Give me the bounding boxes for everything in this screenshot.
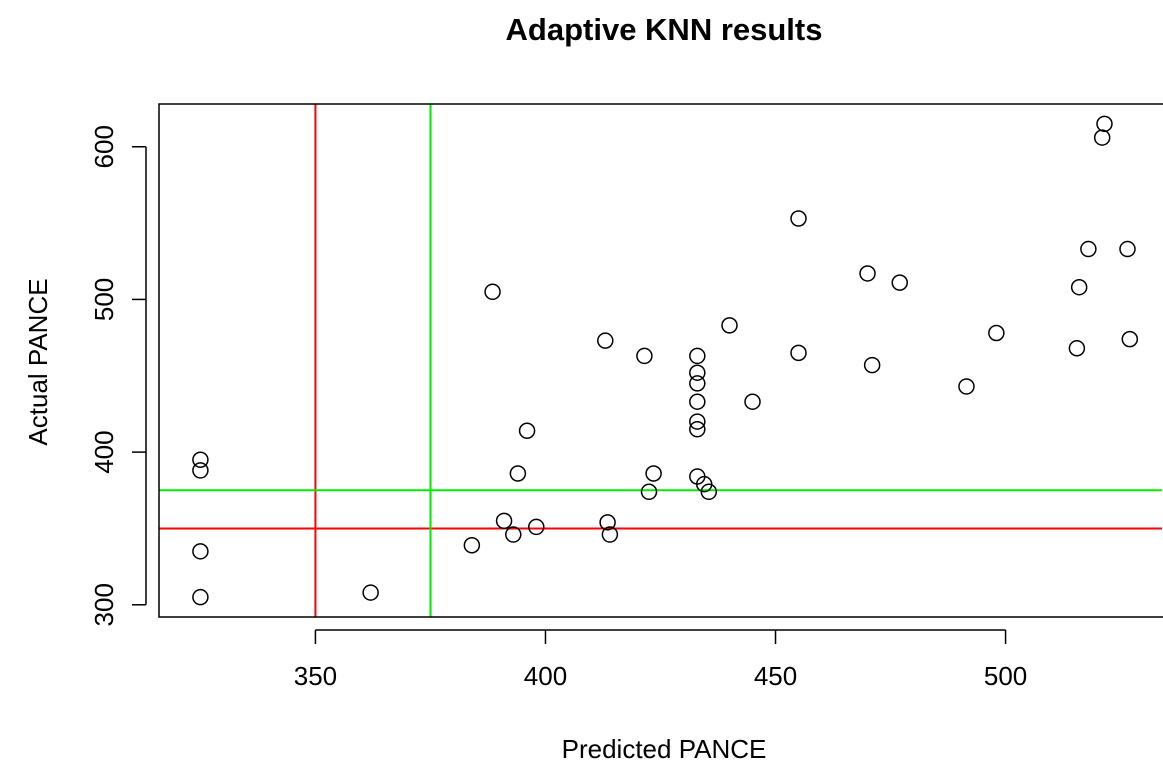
data-point — [1120, 242, 1135, 257]
data-point — [637, 348, 652, 363]
y-tick-label: 600 — [89, 125, 119, 168]
x-tick-label: 350 — [294, 661, 337, 691]
x-tick-label: 400 — [524, 661, 567, 691]
data-point — [865, 358, 880, 373]
data-point — [791, 345, 806, 360]
plot-area-frame — [159, 104, 1163, 617]
data-point — [860, 266, 875, 281]
data-point — [1095, 130, 1110, 145]
data-point — [1069, 341, 1084, 356]
y-tick-label: 300 — [89, 583, 119, 626]
reference-lines — [159, 104, 1162, 617]
data-points — [193, 116, 1137, 604]
data-point — [646, 466, 661, 481]
y-axis: 300 400 500 600 — [89, 125, 146, 626]
x-tick-label: 500 — [984, 661, 1027, 691]
data-point — [745, 394, 760, 409]
data-point — [722, 318, 737, 333]
data-point — [690, 376, 705, 391]
data-point — [892, 275, 907, 290]
y-tick-label: 400 — [89, 430, 119, 473]
data-point — [791, 211, 806, 226]
data-point — [989, 326, 1004, 341]
data-point — [485, 284, 500, 299]
data-point — [520, 423, 535, 438]
y-tick-label: 500 — [89, 278, 119, 321]
chart-title: Adaptive KNN results — [506, 12, 823, 47]
x-axis-label: Predicted PANCE — [562, 734, 767, 764]
data-point — [690, 394, 705, 409]
data-point — [193, 590, 208, 605]
data-point — [510, 466, 525, 481]
data-point — [959, 379, 974, 394]
data-point — [690, 348, 705, 363]
data-point — [529, 519, 544, 534]
data-point — [193, 463, 208, 478]
data-point — [1097, 116, 1112, 131]
data-point — [598, 333, 613, 348]
data-point — [641, 484, 656, 499]
data-point — [1122, 332, 1137, 347]
data-point — [363, 585, 378, 600]
x-tick-label: 450 — [754, 661, 797, 691]
data-point — [193, 544, 208, 559]
data-point — [1072, 280, 1087, 295]
data-point — [497, 513, 512, 528]
y-axis-label: Actual PANCE — [23, 278, 53, 445]
x-axis: 350 400 450 500 — [294, 630, 1028, 691]
data-point — [464, 538, 479, 553]
data-point — [1081, 242, 1096, 257]
